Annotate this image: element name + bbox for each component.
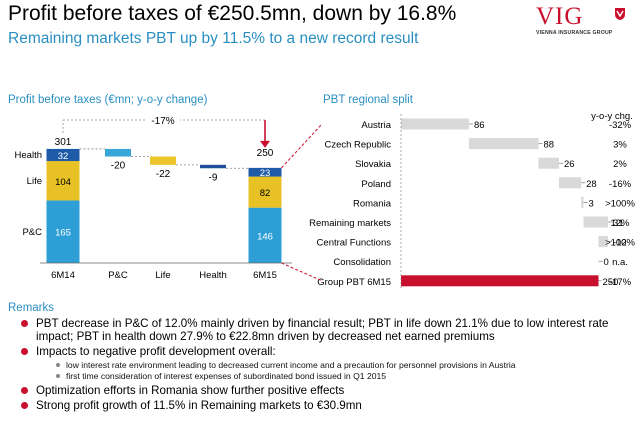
change-label: -20: [111, 161, 126, 172]
yoy-value: n.a.: [612, 257, 628, 268]
yoy-value: 2%: [613, 159, 627, 170]
bar-6m15-pc: [248, 207, 282, 263]
value-label: 88: [543, 140, 554, 151]
yoy-value: -16%: [609, 179, 632, 190]
remark-item: Optimization efforts in Romania show fur…: [8, 384, 638, 397]
bar-6m15-life: [248, 176, 282, 208]
region-label: Czech Republic: [324, 140, 391, 151]
data-label: 32: [58, 151, 69, 162]
region-bar: [583, 216, 608, 228]
value-label: 0: [604, 257, 609, 268]
logo-wordmark: VIG: [536, 3, 584, 30]
value-label: 86: [474, 120, 485, 131]
value-label: -12: [613, 238, 627, 249]
yoy-value: 12%: [610, 218, 630, 229]
charts-area: 165 104 32 146 82 23 301 250 -20 -22 -9 -17% Health L…: [15, 111, 635, 289]
category-label: 6M14: [51, 270, 75, 281]
yoy-value: -17%: [609, 277, 632, 288]
bar-6m14-pc: [46, 200, 80, 263]
remark-sub-item: low interest rate environment leading to…: [8, 360, 638, 371]
bar-6m15-health: [248, 167, 282, 177]
data-label: 165: [55, 228, 71, 239]
region-label: Poland: [361, 179, 391, 190]
region-bar: [581, 196, 584, 208]
series-label: P&C: [22, 227, 42, 238]
page-title: Profit before taxes of €250.5mn, down by…: [8, 2, 457, 25]
data-label: 146: [257, 231, 273, 242]
remarks-title: Remarks: [8, 302, 55, 314]
region-bar: [468, 138, 539, 150]
value-label: 250: [603, 277, 619, 288]
bar-6m14-life: [46, 161, 80, 201]
total-label: 301: [55, 137, 72, 148]
region-label: Group PBT 6M15: [317, 277, 391, 288]
company-logo: VIG VIENNA INSURANCE GROUP: [536, 4, 636, 36]
value-label: 28: [586, 179, 597, 190]
region-label: Austria: [361, 120, 391, 131]
change-bar-health: [200, 164, 226, 169]
yoy-value: >100%: [605, 238, 635, 249]
shield-icon: [615, 8, 625, 20]
total-label: 250: [257, 148, 274, 159]
yoy-value: >100%: [605, 198, 635, 209]
right-chart-title: PBT regional split: [323, 94, 413, 106]
change-bar-pc: [105, 148, 131, 157]
remark-item: PBT decrease in P&C of 12.0% mainly driv…: [8, 317, 638, 343]
yoy-value: 3%: [613, 140, 627, 151]
region-bar: [401, 118, 469, 130]
yoy-header: y-o-y chg.: [591, 111, 633, 122]
region-label: Romania: [353, 198, 392, 209]
change-bar-life: [150, 156, 176, 165]
left-chart-title: Profit before taxes (€mn; y-o-y change): [8, 94, 208, 106]
region-bar: [559, 177, 582, 189]
data-label: 23: [260, 168, 271, 179]
category-label: Health: [199, 270, 226, 281]
link-line: [281, 262, 323, 282]
page-subtitle: Remaining markets PBT up by 11.5% to a n…: [8, 30, 419, 47]
value-label: 31: [613, 218, 624, 229]
category-label: Life: [155, 270, 170, 281]
change-label: -9: [209, 172, 218, 183]
value-label: 26: [564, 159, 575, 170]
data-label: 82: [260, 188, 271, 199]
change-arrow-head: [260, 140, 270, 148]
remarks-section: Remarks PBT decrease in P&C of 12.0% mai…: [8, 302, 638, 414]
region-bar: [598, 236, 608, 248]
change-label-bg: [146, 113, 180, 126]
yoy-value: -32%: [609, 120, 632, 131]
region-label: Central Functions: [317, 238, 392, 249]
remark-item: Strong profit growth of 11.5% in Remaini…: [8, 399, 638, 412]
region-bar: [401, 275, 599, 287]
category-label: P&C: [108, 270, 128, 281]
logo-tagline: VIENNA INSURANCE GROUP: [536, 30, 613, 36]
value-label: 3: [588, 198, 593, 209]
region-label: Remaining markets: [309, 218, 391, 229]
overall-change-label: -17%: [151, 116, 174, 127]
series-label: Health: [15, 150, 42, 161]
region-label: Slovakia: [355, 159, 392, 170]
series-label: Life: [27, 176, 42, 187]
data-label: 104: [55, 177, 71, 188]
category-label: 6M15: [253, 270, 277, 281]
region-label: Consolidation: [333, 257, 391, 268]
remark-item: Impacts to negative profit development o…: [8, 345, 638, 358]
change-label: -22: [156, 169, 171, 180]
link-line: [281, 123, 323, 169]
region-bar: [538, 157, 559, 169]
remark-sub-item: first time consideration of interest exp…: [8, 371, 638, 382]
bar-6m14-health: [46, 148, 80, 162]
